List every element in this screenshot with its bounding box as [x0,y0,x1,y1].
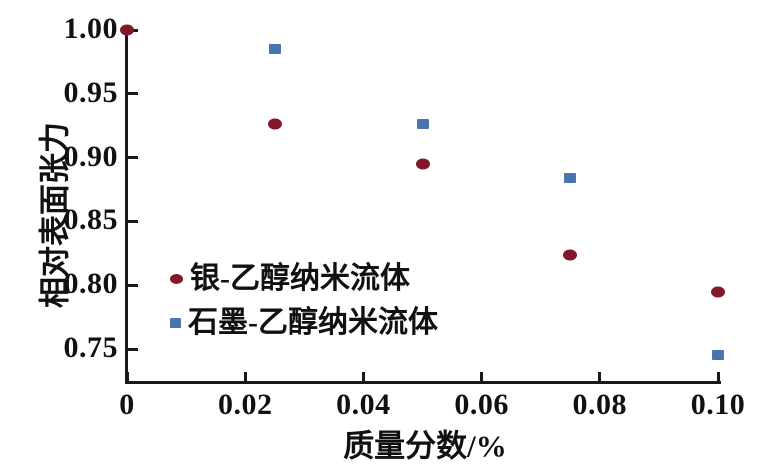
y-axis-tick-label: 0.75 [63,331,118,365]
x-axis-tick [361,372,365,381]
y-axis-tick-label: 0.85 [63,203,118,237]
x-axis-tick-label: 0 [119,388,135,421]
data-point-square [564,173,577,184]
legend-marker-circle-icon [170,274,183,284]
data-point-circle [120,24,134,36]
y-axis-tick-label: 1.00 [63,11,118,45]
y-axis-tick-label: 0.90 [63,139,118,173]
x-axis-tick [480,372,484,381]
data-point-circle [563,249,578,261]
x-axis-tick [598,372,602,381]
data-point-circle [267,118,282,130]
x-axis-line [125,381,721,384]
legend-label: 银-乙醇纳米流体 [190,262,410,295]
data-point-square [712,350,724,361]
x-axis-tick-label: 0.06 [454,388,509,421]
y-axis-tick [128,219,138,223]
y-axis-tick-label: 0.95 [63,75,118,109]
x-axis-tick [243,372,247,381]
legend-label: 石墨-乙醇纳米流体 [188,306,438,339]
data-point-circle [711,286,725,298]
x-axis-tick-label: 0.02 [217,388,273,421]
y-axis-tick [128,156,138,160]
x-axis-tick-label: 0.08 [572,388,628,421]
data-point-square [416,119,429,130]
x-axis-tick [125,372,129,381]
legend: 银-乙醇纳米流体 石墨-乙醇纳米流体 [170,257,438,345]
data-point-circle [415,158,430,170]
x-axis-tick-label: 0.10 [690,388,746,421]
legend-item: 石墨-乙醇纳米流体 [170,301,438,345]
y-axis-tick [128,92,138,96]
x-axis-title: 质量分数/% [343,428,507,464]
legend-item: 银-乙醇纳米流体 [170,257,438,301]
y-axis-tick [128,347,138,351]
data-point-square [268,44,281,55]
y-axis-tick-label: 0.80 [63,267,118,301]
legend-marker-square-icon [170,318,181,328]
x-axis-tick [716,372,720,381]
x-axis-tick-label: 0.04 [336,388,391,421]
y-axis-line [125,27,128,384]
y-axis-tick [128,283,138,287]
